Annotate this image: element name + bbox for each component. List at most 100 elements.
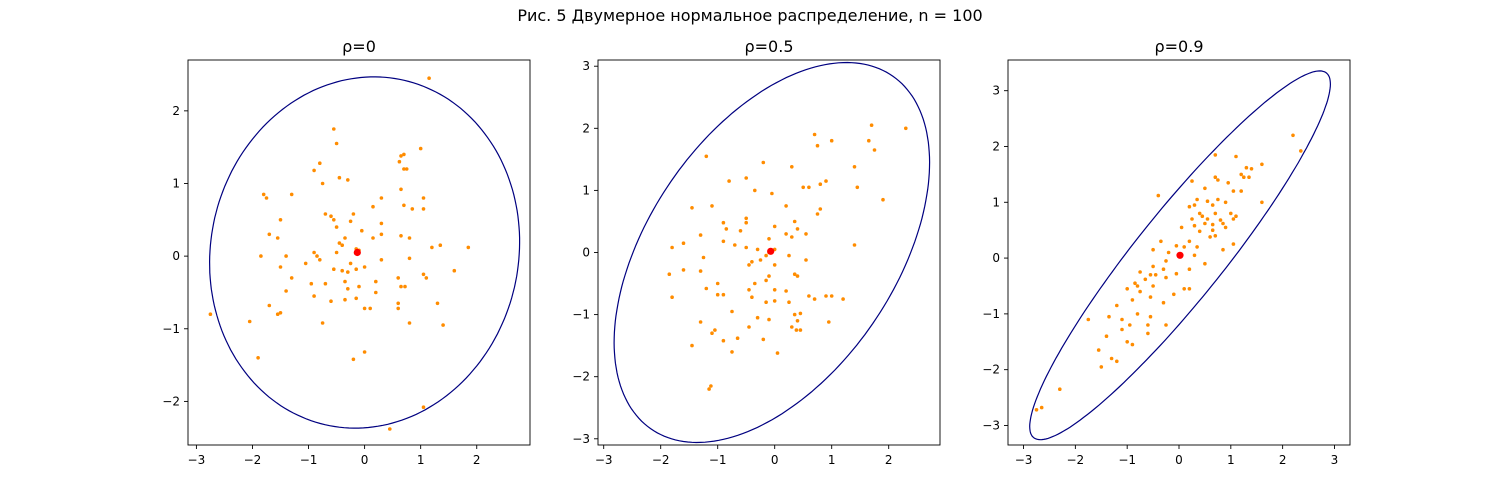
data-point-rho-0-9-41 bbox=[1197, 229, 1202, 234]
panel-rho-0: ρ=0 −3 −2 −1 0 1 2 −2 −1 0 1 2 bbox=[162, 37, 531, 467]
plot-area-rho-0-5 bbox=[613, 61, 931, 444]
data-point-rho-0-4 bbox=[399, 154, 403, 158]
data-point-rho-0-1 bbox=[332, 127, 336, 131]
data-point-rho-0-27 bbox=[332, 218, 336, 222]
data-point-rho-0-22 bbox=[421, 207, 426, 211]
panel-rho-0-9: ρ=0.9 −3 −2 −1 0 1 2 3 −3 −2 −1 0 1 2 3 bbox=[982, 37, 1351, 467]
data-point-rho-0-5-90 bbox=[747, 325, 751, 329]
data-point-rho-0-5-35 bbox=[767, 237, 771, 241]
y-tick-label-rho-0-9-4: 1 bbox=[992, 195, 1000, 209]
data-point-rho-0-5-27 bbox=[721, 220, 726, 225]
data-point-rho-0-5-100 bbox=[775, 351, 780, 355]
data-point-rho-0-73 bbox=[403, 284, 407, 289]
data-point-rho-0-9-66 bbox=[1151, 284, 1155, 288]
data-point-rho-0-9-57 bbox=[1161, 267, 1166, 272]
data-point-rho-0-5-52 bbox=[747, 263, 751, 267]
data-point-rho-0-75 bbox=[284, 289, 288, 293]
data-point-rho-0-79 bbox=[329, 299, 333, 304]
data-point-rho-0-9-20 bbox=[1195, 197, 1199, 202]
y-tick-label-rho-0-5-1: −2 bbox=[572, 370, 590, 384]
data-point-rho-0-24 bbox=[323, 212, 328, 216]
data-point-rho-0-9-63 bbox=[1143, 277, 1148, 282]
y-tick-label-rho-0-9-0: −3 bbox=[982, 418, 1000, 432]
data-point-rho-0-9-73 bbox=[1148, 295, 1153, 299]
data-point-rho-0-9 bbox=[404, 167, 409, 171]
y-tick-label-rho-0-9-2: −1 bbox=[982, 307, 1000, 321]
x-tick-label-rho-0-5-5: 2 bbox=[885, 453, 893, 467]
data-point-rho-0-9-76 bbox=[1115, 303, 1119, 308]
data-point-rho-0-5-80 bbox=[764, 300, 768, 305]
data-point-rho-0-9-29 bbox=[1213, 211, 1218, 216]
data-point-rho-0-49 bbox=[315, 254, 319, 258]
data-point-rho-0-9-35 bbox=[1203, 221, 1207, 226]
data-point-rho-0-5-1 bbox=[869, 123, 874, 127]
data-point-rho-0-48 bbox=[312, 250, 316, 255]
data-point-rho-0-32 bbox=[267, 232, 272, 237]
data-point-rho-0-5-23 bbox=[784, 204, 788, 208]
data-point-rho-0-28 bbox=[334, 225, 339, 229]
data-point-rho-0-5-4 bbox=[829, 138, 834, 143]
data-point-rho-0-5-14 bbox=[818, 182, 823, 186]
data-point-rho-0-84 bbox=[362, 306, 367, 311]
data-point-rho-0-39 bbox=[371, 236, 375, 240]
data-point-rho-0-76 bbox=[374, 290, 378, 295]
data-point-rho-0-9-45 bbox=[1187, 239, 1192, 244]
data-point-rho-0-38 bbox=[407, 236, 412, 240]
data-point-rho-0-9-9 bbox=[1247, 175, 1251, 179]
data-point-rho-0-9-38 bbox=[1192, 223, 1197, 228]
data-point-rho-0-5-18 bbox=[753, 188, 757, 193]
data-point-rho-0-99 bbox=[340, 268, 345, 273]
data-point-rho-0-51 bbox=[284, 254, 288, 258]
data-point-rho-0-5-19 bbox=[770, 191, 774, 196]
data-point-rho-0-85 bbox=[368, 306, 373, 311]
data-point-rho-0-98 bbox=[388, 427, 392, 431]
data-point-rho-0-9-7 bbox=[1239, 172, 1243, 177]
data-point-rho-0-5-66 bbox=[747, 288, 751, 292]
data-point-rho-0-5-87 bbox=[827, 320, 831, 324]
data-point-rho-0-43 bbox=[430, 245, 434, 250]
y-tick-label-rho-0-3: 1 bbox=[172, 176, 180, 190]
data-point-rho-0-5-41 bbox=[681, 241, 686, 245]
data-point-rho-0-34 bbox=[360, 228, 364, 233]
data-point-rho-0-36 bbox=[343, 236, 347, 240]
y-tick-label-rho-0-9-1: −2 bbox=[982, 363, 1000, 377]
data-point-rho-0-9-23 bbox=[1210, 203, 1215, 207]
data-point-rho-0-5-30 bbox=[795, 227, 800, 231]
data-point-rho-0-9-36 bbox=[1210, 222, 1215, 227]
panel-rho-0-5: ρ=0.5 −3 −2 −1 0 1 2 −3 −2 −1 0 1 2 3 bbox=[572, 37, 941, 467]
data-point-rho-0-63 bbox=[421, 272, 426, 277]
data-point-rho-0-9-49 bbox=[1221, 247, 1225, 252]
data-point-rho-0-62 bbox=[452, 268, 457, 273]
x-tick-label-rho-0-9-1: −2 bbox=[1067, 453, 1085, 467]
data-point-rho-0-5-2 bbox=[872, 148, 877, 152]
data-point-rho-0-5-74 bbox=[829, 294, 834, 298]
data-point-rho-0-5-71 bbox=[807, 294, 811, 298]
data-point-rho-0-9-82 bbox=[1128, 323, 1132, 327]
data-point-rho-0-5-50 bbox=[701, 255, 706, 260]
data-point-rho-0-66 bbox=[289, 276, 294, 280]
data-point-rho-0-16 bbox=[264, 196, 269, 200]
data-point-rho-0-18 bbox=[421, 196, 426, 200]
data-point-rho-0-9-14 bbox=[1231, 189, 1236, 193]
data-point-rho-0-5-94 bbox=[710, 331, 714, 336]
x-tick-label-rho-0-3: 0 bbox=[361, 453, 369, 467]
data-point-rho-0-0 bbox=[427, 76, 431, 80]
y-tick-label-rho-0-5-6: 3 bbox=[582, 59, 590, 73]
data-point-rho-0-5-98 bbox=[690, 343, 694, 348]
data-point-rho-0-5-53 bbox=[758, 258, 763, 262]
data-point-rho-0-89 bbox=[208, 312, 213, 317]
data-point-rho-0-9-78 bbox=[1148, 314, 1153, 319]
data-point-rho-0-9-40 bbox=[1210, 228, 1215, 232]
data-point-rho-0-5-64 bbox=[715, 281, 720, 286]
x-tick-label-rho-0-5-3: 0 bbox=[771, 453, 779, 467]
data-point-rho-0-5-25 bbox=[815, 212, 820, 216]
data-point-rho-0-77 bbox=[312, 294, 316, 298]
data-point-rho-0-9-52 bbox=[1192, 253, 1197, 258]
y-tick-label-rho-0-5-4: 1 bbox=[582, 183, 590, 197]
data-point-rho-0-65 bbox=[396, 276, 401, 280]
data-point-rho-0-60 bbox=[332, 267, 336, 272]
mean-point-rho-0 bbox=[353, 248, 361, 257]
data-point-rho-0-14 bbox=[399, 187, 403, 192]
data-point-rho-0-5-36 bbox=[784, 232, 788, 236]
data-point-rho-0-9-95 bbox=[1039, 405, 1044, 410]
